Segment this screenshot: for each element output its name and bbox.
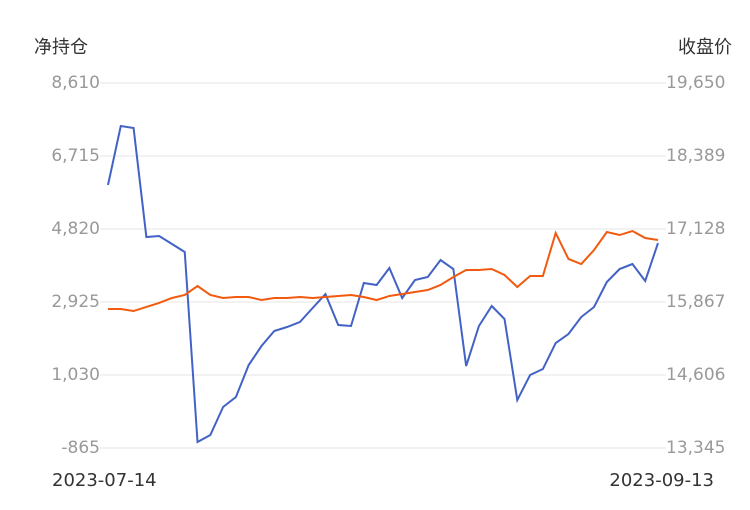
y2-tick-label: 14,606: [666, 365, 725, 385]
y2-tick-label: 17,128: [666, 219, 725, 239]
series-line: [108, 229, 659, 313]
y2-tick-label: 13,345: [666, 438, 725, 458]
y-tick-label: 8,610: [51, 73, 100, 93]
y2-axis-title: 收盘价: [678, 37, 732, 58]
y-tick-label: 2,925: [51, 292, 100, 312]
y-axis-title: 净持仓: [34, 37, 88, 58]
y2-tick-label: 19,650: [666, 73, 725, 93]
series-line: [107, 124, 659, 444]
y2-tick-label: 15,867: [666, 292, 725, 312]
x-tick-label: 2023-09-13: [609, 470, 714, 491]
y-tick-label: 6,715: [51, 146, 100, 166]
y-tick-label: -865: [61, 438, 100, 458]
y-tick-label: 1,030: [51, 365, 100, 385]
x-tick-label: 2023-07-14: [52, 470, 157, 491]
y2-tick-label: 18,389: [666, 146, 725, 166]
y-tick-label: 4,820: [51, 219, 100, 239]
